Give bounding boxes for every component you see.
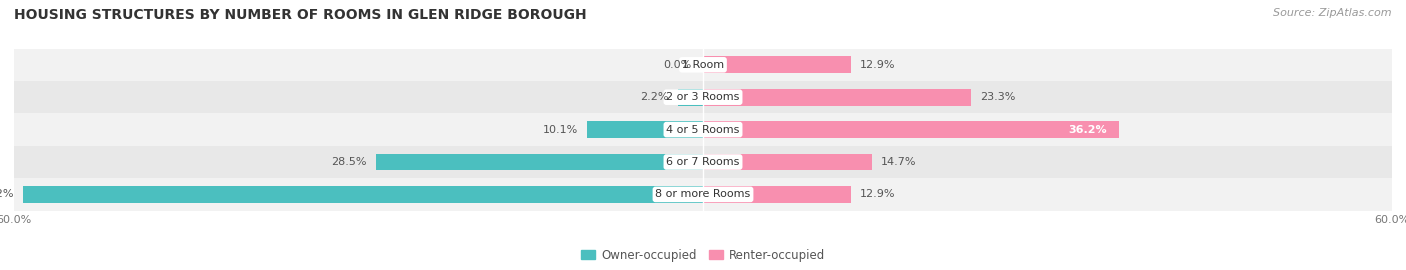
Text: 36.2%: 36.2%: [1069, 124, 1107, 135]
Text: Source: ZipAtlas.com: Source: ZipAtlas.com: [1274, 8, 1392, 18]
Bar: [375, 154, 703, 170]
Bar: [703, 121, 1119, 138]
Text: 0.0%: 0.0%: [664, 60, 692, 70]
Text: 28.5%: 28.5%: [330, 157, 367, 167]
Text: HOUSING STRUCTURES BY NUMBER OF ROOMS IN GLEN RIDGE BOROUGH: HOUSING STRUCTURES BY NUMBER OF ROOMS IN…: [14, 8, 586, 22]
Bar: [14, 146, 1392, 178]
Bar: [703, 186, 851, 203]
Bar: [14, 178, 1392, 211]
Text: 12.9%: 12.9%: [860, 60, 896, 70]
Text: 59.2%: 59.2%: [0, 189, 14, 200]
Bar: [703, 89, 970, 106]
Bar: [14, 49, 1392, 81]
Bar: [14, 113, 1392, 146]
Text: 8 or more Rooms: 8 or more Rooms: [655, 189, 751, 200]
Text: 4 or 5 Rooms: 4 or 5 Rooms: [666, 124, 740, 135]
Bar: [703, 154, 872, 170]
Text: 2 or 3 Rooms: 2 or 3 Rooms: [666, 92, 740, 102]
Text: 6 or 7 Rooms: 6 or 7 Rooms: [666, 157, 740, 167]
Text: 23.3%: 23.3%: [980, 92, 1015, 102]
Legend: Owner-occupied, Renter-occupied: Owner-occupied, Renter-occupied: [576, 244, 830, 266]
Text: 12.9%: 12.9%: [860, 189, 896, 200]
Text: 2.2%: 2.2%: [640, 92, 669, 102]
Bar: [588, 121, 703, 138]
Bar: [678, 89, 703, 106]
Bar: [703, 56, 851, 73]
Text: 14.7%: 14.7%: [882, 157, 917, 167]
Text: 10.1%: 10.1%: [543, 124, 578, 135]
Bar: [14, 81, 1392, 113]
Bar: [24, 186, 703, 203]
Text: 1 Room: 1 Room: [682, 60, 724, 70]
